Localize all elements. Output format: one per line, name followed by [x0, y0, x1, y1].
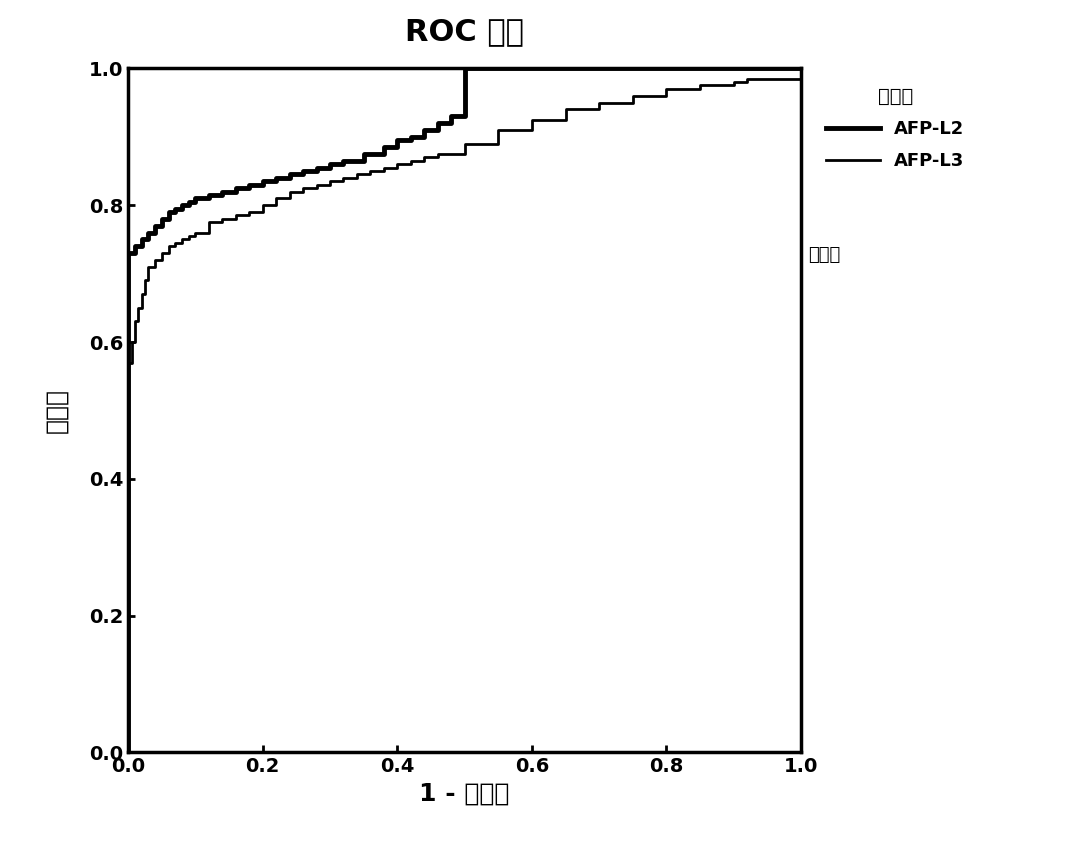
Y-axis label: 敏感度: 敏感度: [44, 388, 68, 433]
Title: ROC 曲线: ROC 曲线: [405, 18, 524, 47]
Text: 参考线: 参考线: [807, 246, 839, 264]
Legend: AFP-L2, AFP-L3: AFP-L2, AFP-L3: [817, 78, 974, 180]
X-axis label: 1 - 特异性: 1 - 特异性: [420, 781, 509, 805]
